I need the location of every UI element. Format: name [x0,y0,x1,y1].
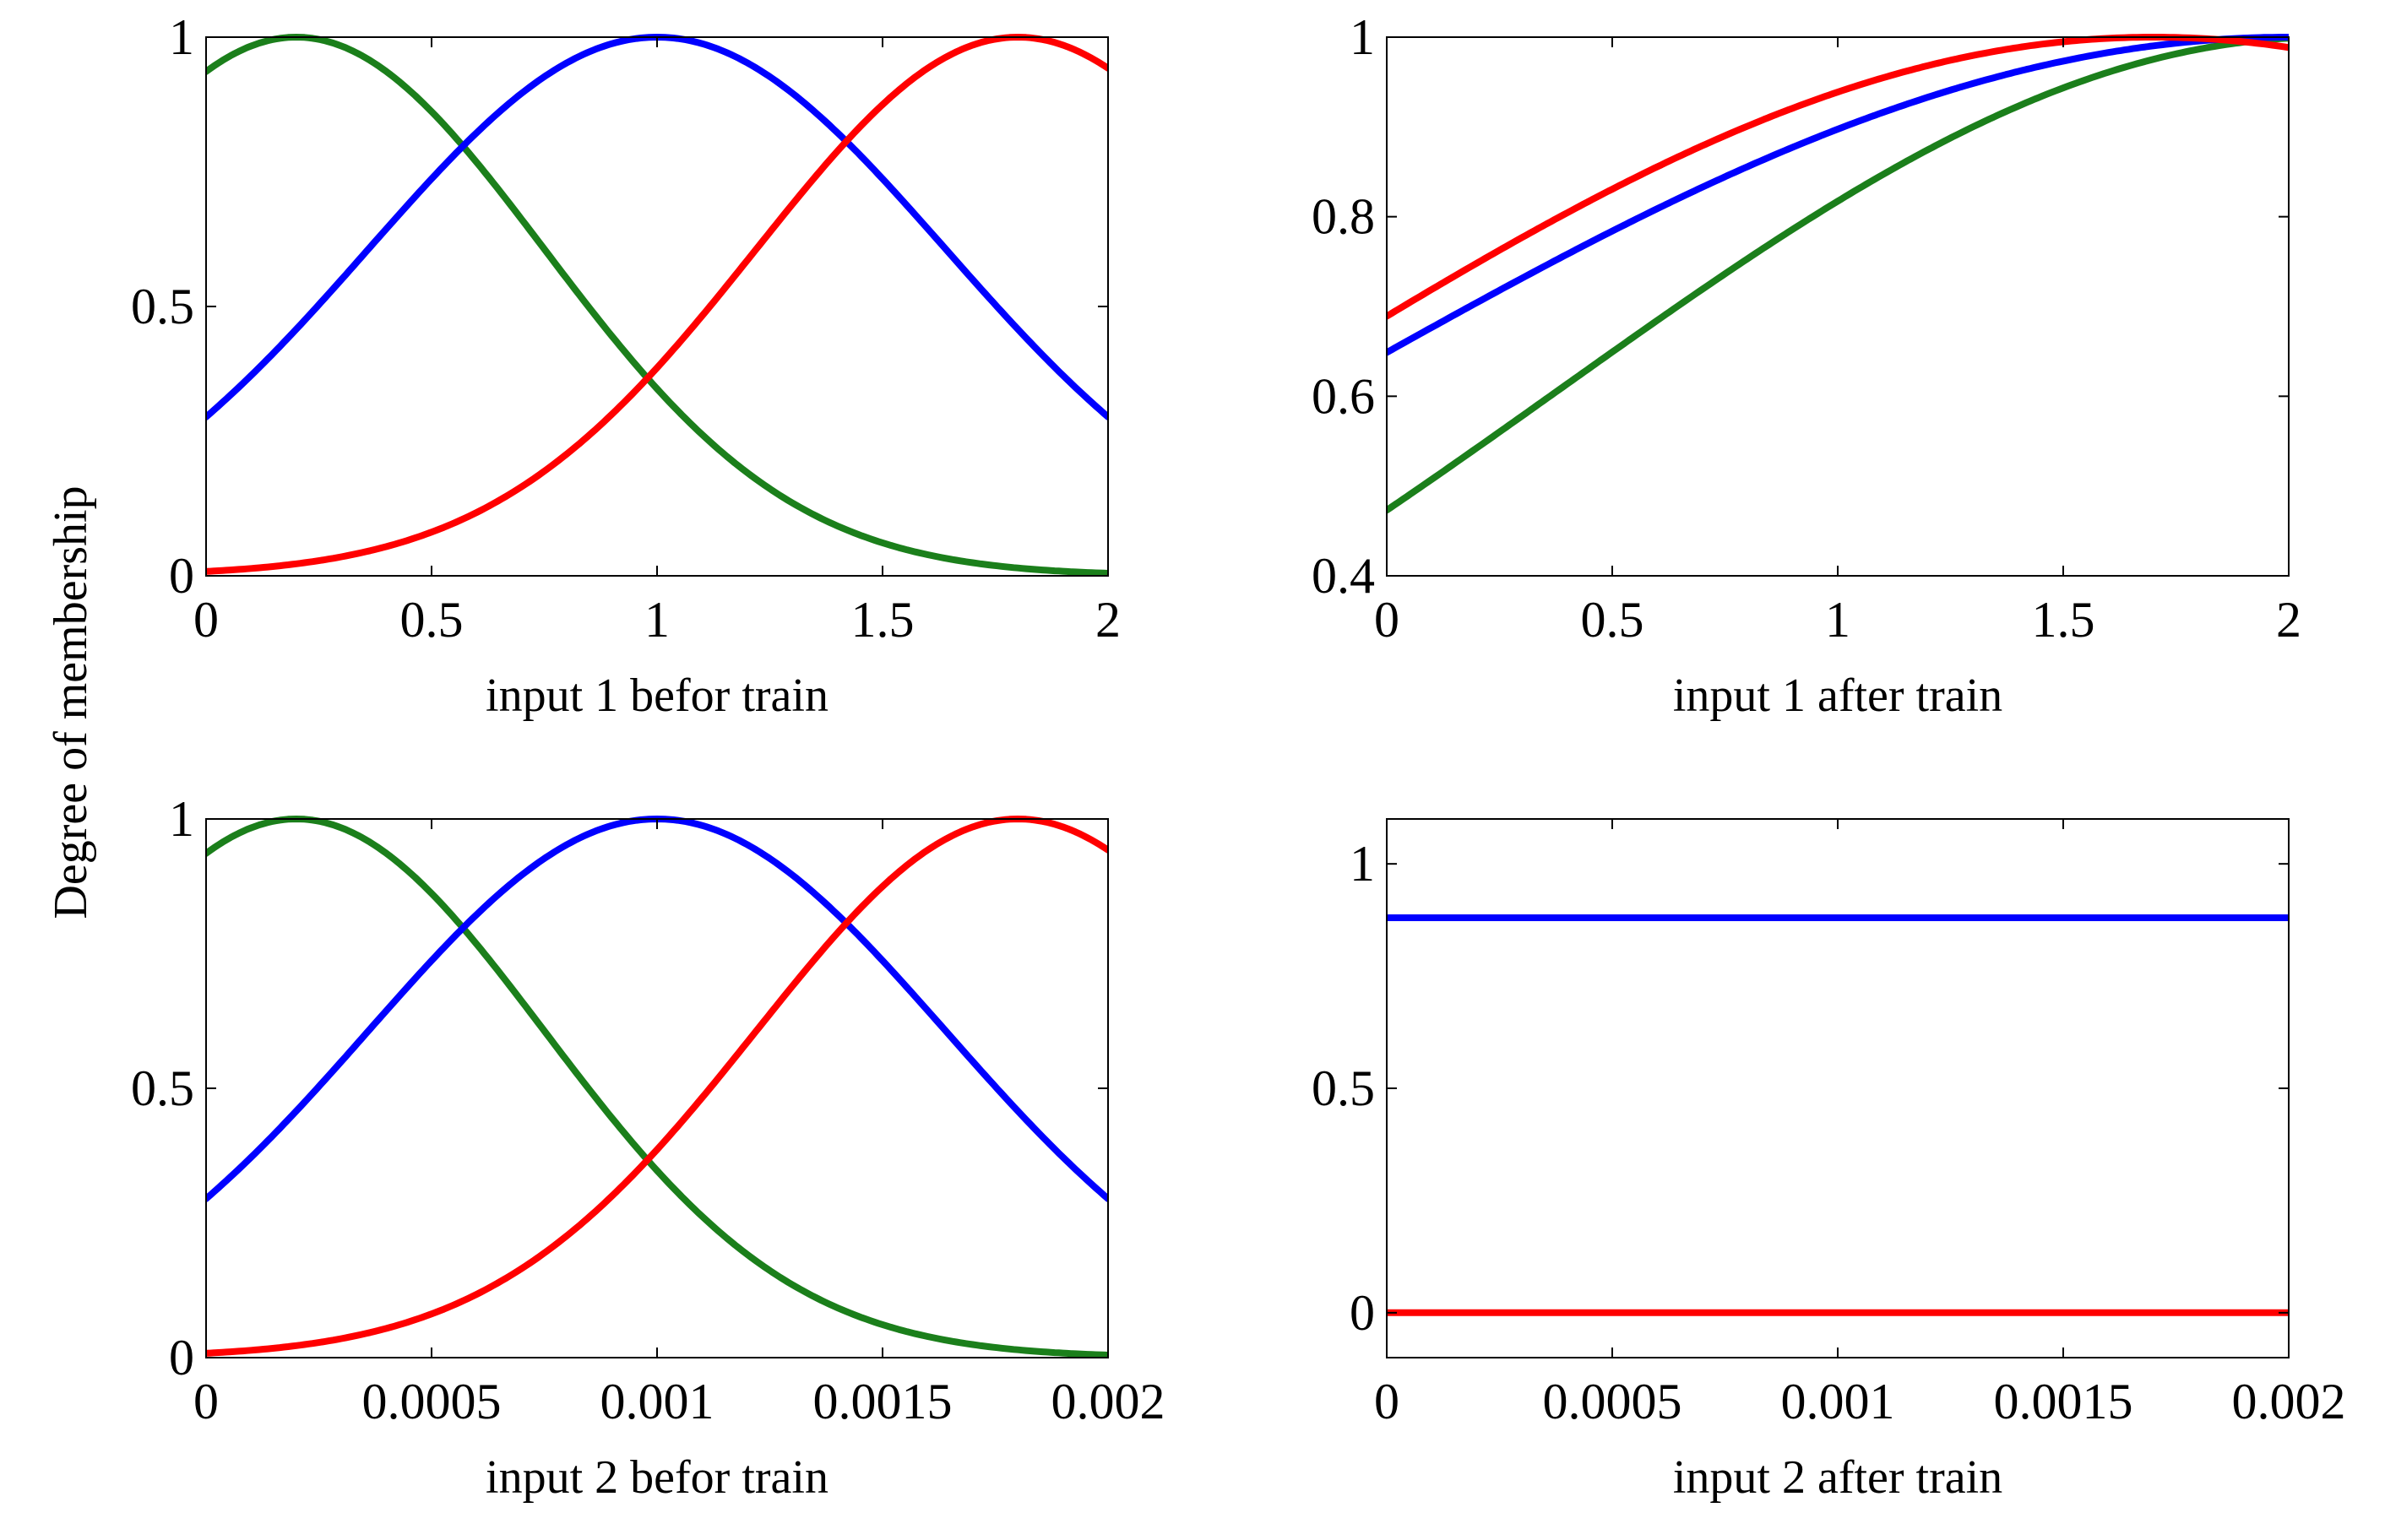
input2-before-xtick-label: 0.001 [600,1374,714,1429]
input2-before-xtick-label: 0.0015 [813,1374,953,1429]
input2-after-chart: 0 0.0005 0.001 0.0015 0.002 0 0.5 1 input 2 afte… [1312,818,2346,1504]
input1-before-series-mf3 [206,34,1108,575]
input1-before-ytick-label: 0.5 [131,279,194,334]
input1-after-xtick-label: 0.5 [1581,592,1644,648]
input2-after-xtick-label: 0.0005 [1543,1374,1682,1429]
figure-ylabel: Degree of membership [45,485,97,919]
input1-before-chart: 0 0.5 1 1.5 2 0 0.5 1 input 1 befor train [131,9,1121,722]
input2-before-xtick-label: 0.0005 [362,1374,502,1429]
input2-before-ytick-label: 0.5 [131,1060,194,1116]
input1-before-xlabel: input 1 befor train [486,670,829,722]
input1-after-series-mf2 [1387,34,2289,356]
input1-before-xtick-label: 2 [1095,592,1121,648]
input2-after-ytick-label: 0.5 [1312,1060,1375,1116]
input2-before-ytick-label: 0 [169,1330,194,1385]
input2-before-series-mf1 [206,816,1108,1358]
input1-after-ytick-label: 0.4 [1312,548,1375,604]
input1-after-ytick-label: 0.6 [1312,368,1375,424]
input2-after-xtick-label: 0.001 [1781,1374,1895,1429]
input1-after-series-mf1 [1387,35,2289,514]
input2-after-xtick-label: 0.0015 [1994,1374,2133,1429]
input2-before-ytick-label: 1 [169,791,194,847]
input2-before-xlabel: input 2 befor train [486,1451,829,1504]
input2-after-ytick-label: 0 [1350,1285,1375,1341]
input2-after-ytick-label: 1 [1350,836,1375,892]
input1-after-ytick-label: 1 [1350,9,1375,65]
input2-after-xtick-label: 0 [1374,1374,1399,1429]
input2-after-series-group [1387,914,2289,1316]
input2-before-xtick-label: 0.002 [1051,1374,1165,1429]
input2-before-series-mf3 [206,816,1108,1357]
input1-after-xtick-label: 2 [2276,592,2301,648]
input1-before-xtick-label: 0 [193,592,219,648]
input1-before-xtick-label: 1 [644,592,670,648]
input1-after-xtick-label: 1 [1825,592,1850,648]
input1-after-xtick-label: 0 [1374,592,1399,648]
input1-before-ytick-label: 1 [169,9,194,65]
input1-after-xlabel: input 1 after train [1673,670,2002,722]
input1-before-xtick-label: 0.5 [400,592,464,648]
input1-after-ytick-label: 0.8 [1312,189,1375,245]
input2-before-chart: 0 0.0005 0.001 0.0015 0.002 0 0.5 1 input 2 befo… [131,791,1165,1504]
input1-before-series-mf1 [206,34,1108,577]
input1-after-chart: 0 0.5 1 1.5 2 0.4 0.6 0.8 1 input 1 after train [1312,9,2301,722]
input2-after-xtick-label: 0.002 [2232,1374,2346,1429]
input1-before-ytick-label: 0 [169,548,194,604]
input1-after-xtick-label: 1.5 [2032,592,2095,648]
input2-before-xtick-label: 0 [193,1374,219,1429]
input2-after-xlabel: input 2 after train [1673,1451,2002,1504]
input1-before-xtick-label: 1.5 [851,592,915,648]
subplots: 0 0.5 1 1.5 2 0 0.5 1 input 1 befor train 0 0.5 1 1.… [131,9,2346,1504]
